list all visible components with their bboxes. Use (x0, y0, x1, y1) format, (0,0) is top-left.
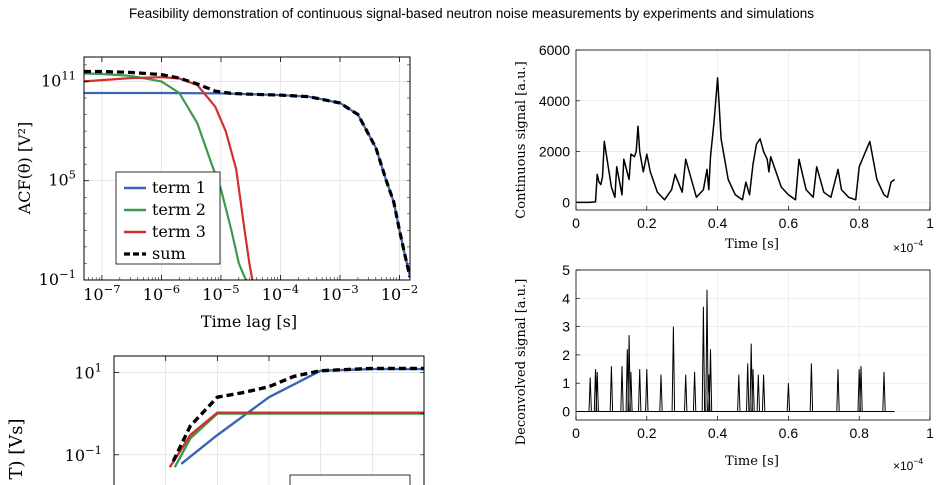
deconvolved-signal-spike (836, 369, 840, 412)
integrated-acf-series-2 (168, 411, 424, 468)
deconvolved-signal-ticks: 0 0.2 0.4 0.6 0.8 1 0 1 2 3 4 5 (562, 262, 934, 441)
deconvolved-signal-spike (756, 374, 760, 412)
continuous-signal-axes-frame (575, 49, 931, 211)
deconvolved-signal-x-axis-label: Time [s] (725, 454, 779, 469)
deconvolved-signal-spike (645, 369, 649, 412)
continuous-signal-lines (576, 77, 896, 204)
deconvolved-signal-x-tick-label: 0.8 (849, 425, 869, 441)
continuous-signal-y-tick-label: 6000 (539, 42, 570, 58)
acf-legend-label: term 3 (152, 222, 206, 241)
deconvolved-signal-spike (638, 369, 642, 412)
deconvolved-signal-spike (629, 371, 633, 412)
deconvolved-signal-spike (705, 289, 709, 412)
deconvolved-signal-spike (692, 371, 697, 412)
acf-legend-label: sum (152, 244, 186, 263)
deconvolved-signal-axes-frame (575, 269, 931, 421)
continuous-signal-x-tick-label: 1 (926, 215, 934, 231)
deconvolved-signal-spike (684, 374, 688, 412)
continuous-signal-x-tick-label: 0 (572, 215, 580, 231)
acf-lines (84, 69, 410, 280)
deconvolved-signal-x-multiplier: ×10−4 (893, 456, 923, 473)
acf-y-axis-label: ACF(θ) [V²] (15, 122, 34, 216)
deconvolved-signal-y-tick-label: 4 (562, 290, 570, 306)
deconvolved-signal-spike (809, 363, 814, 412)
deconvolved-signal-spike (627, 335, 631, 412)
deconvolved-signal-x-tick-label: 0.2 (637, 425, 657, 441)
integrated-acf-chart: 101 10−1 T) [Vs] (6, 355, 425, 485)
integrated-acf-series-3 (171, 366, 424, 462)
deconvolved-signal-spike (746, 363, 750, 412)
acf-ticks: 10−7 10−6 10−5 10−4 10−3 10−2 10−1 105 1011 (39, 57, 418, 304)
deconvolved-signal-spike (786, 383, 791, 412)
deconvolved-signal-spike (588, 377, 592, 412)
continuous-signal-series (576, 77, 896, 204)
acf-legend-label: term 2 (152, 200, 206, 219)
continuous-signal-y-tick-label: 4000 (539, 93, 570, 109)
deconvolved-signal-spike (751, 369, 755, 412)
acf-x-tick-label: 10−6 (143, 282, 180, 304)
deconvolved-signal-spike (737, 374, 741, 412)
acf-series-term-3 (84, 76, 254, 280)
acf-chart: 10−7 10−6 10−5 10−4 10−3 10−2 10−1 105 1011 Time… (15, 56, 418, 331)
deconvolved-signal-y-axis-label: Deconvolved signal [a.u.] (514, 279, 529, 446)
deconvolved-signal-spike (671, 326, 676, 412)
integrated-acf-legend-box (289, 474, 411, 485)
deconvolved-signal-y-tick-label: 0 (562, 404, 570, 420)
acf-x-tick-label: 10−2 (381, 282, 418, 304)
acf-legend-label: term 1 (152, 178, 206, 197)
deconvolved-signal-y-tick-label: 5 (562, 262, 570, 278)
deconvolved-signal-spike (609, 366, 614, 412)
deconvolved-signal-x-tick-label: 0.6 (779, 425, 799, 441)
acf-x-axis-label: Time lag [s] (201, 312, 297, 331)
integrated-acf-y-tick-label: 10−1 (65, 443, 102, 465)
deconvolved-signal-x-tick-label: 0.4 (708, 425, 728, 441)
deconvolved-signal-spike (708, 349, 713, 412)
continuous-signal-y-axis-label: Continuous signal [a.u.] (514, 61, 529, 218)
continuous-signal-chart: 0 0.2 0.4 0.6 0.8 1 0 2000 4000 6000 Time [s] ×10… (514, 42, 934, 255)
figure-title: Feasibility demonstration of continuous … (128, 6, 815, 21)
deconvolved-signal-spike (659, 374, 663, 412)
deconvolved-signal-x-tick-label: 0 (572, 425, 580, 441)
integrated-acf-grid (114, 356, 424, 485)
deconvolved-signal-spike (701, 306, 706, 412)
deconvolved-signal-y-tick-label: 3 (562, 319, 570, 335)
continuous-signal-x-tick-label: 0.8 (849, 215, 869, 231)
deconvolved-signal-lines (576, 289, 895, 413)
integrated-acf-y-axis-label: T) [Vs] (6, 418, 27, 479)
acf-y-tick-label: 1011 (41, 68, 76, 90)
deconvolved-signal-spike (882, 371, 886, 412)
deconvolved-signal-spike (761, 374, 766, 412)
acf-series-term-2 (84, 72, 248, 280)
acf-x-tick-label: 10−7 (83, 282, 120, 304)
continuous-signal-x-tick-label: 0.4 (708, 215, 728, 231)
continuous-signal-x-tick-label: 0.6 (779, 215, 799, 231)
integrated-acf-lines (168, 366, 424, 468)
continuous-signal-grid (576, 49, 930, 210)
acf-x-tick-label: 10−4 (262, 282, 299, 304)
continuous-signal-x-multiplier: ×10−4 (893, 238, 923, 255)
acf-x-tick-label: 10−3 (321, 282, 358, 304)
acf-y-tick-label: 10−1 (39, 267, 76, 289)
acf-series-sum (84, 69, 410, 278)
integrated-acf-y-tick-label: 101 (74, 360, 102, 382)
acf-x-tick-label: 10−5 (202, 282, 239, 304)
deconvolved-signal-spike (620, 366, 624, 412)
deconvolved-signal-spike (595, 371, 599, 412)
continuous-signal-y-tick-label: 0 (562, 194, 570, 210)
deconvolved-signal-x-tick-label: 1 (926, 425, 934, 441)
deconvolved-signal-y-tick-label: 2 (562, 347, 570, 363)
deconvolved-signal-chart: 0 0.2 0.4 0.6 0.8 1 0 1 2 3 4 5 Time [s] ×10−4 Deco… (514, 262, 934, 473)
continuous-signal-x-axis-label: Time [s] (725, 237, 779, 252)
acf-y-tick-label: 105 (48, 168, 76, 190)
acf-legend: term 1 term 2 term 3 sum (115, 171, 221, 265)
deconvolved-signal-spike (859, 366, 863, 412)
continuous-signal-y-tick-label: 2000 (539, 144, 570, 160)
deconvolved-signal-y-tick-label: 1 (562, 375, 570, 391)
continuous-signal-ticks: 0 0.2 0.4 0.6 0.8 1 0 2000 4000 6000 (539, 42, 934, 231)
acf-axes-frame (83, 56, 411, 281)
continuous-signal-x-tick-label: 0.2 (637, 215, 657, 231)
